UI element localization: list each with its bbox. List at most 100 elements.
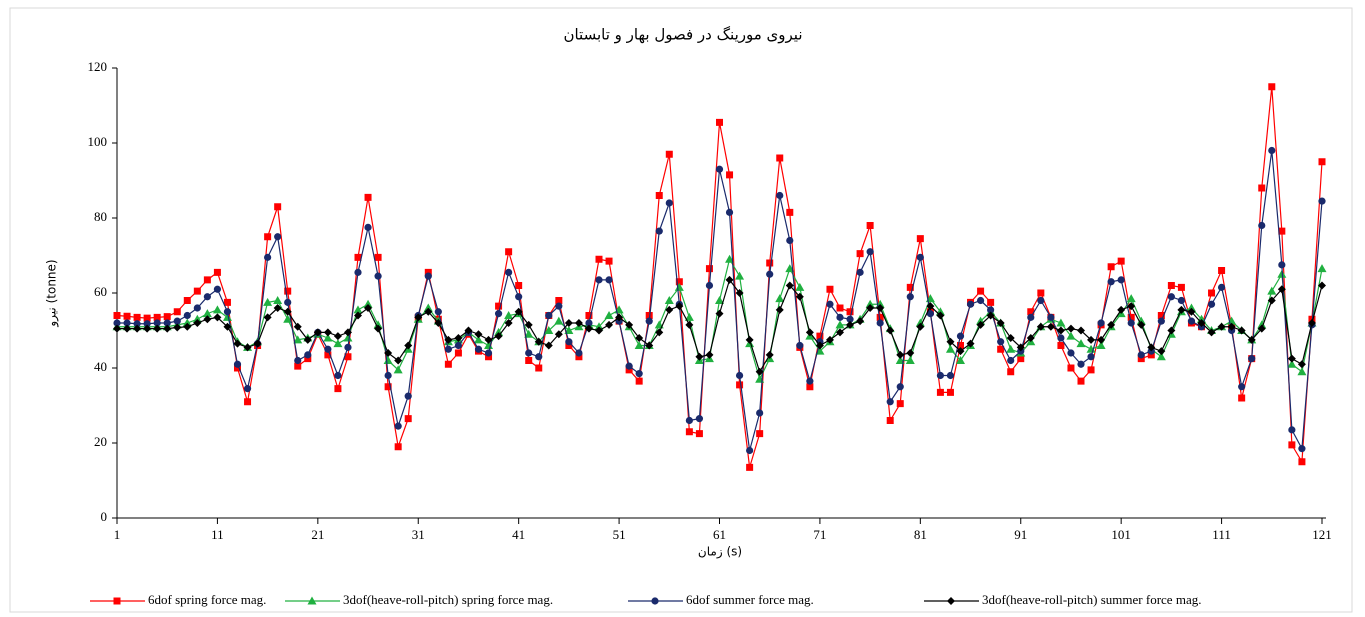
data-point [755, 367, 764, 376]
legend-marker [113, 597, 121, 605]
data-point [685, 416, 693, 425]
data-point [1218, 267, 1226, 274]
data-point [746, 446, 754, 455]
data-point [846, 315, 854, 323]
data-point [645, 317, 653, 325]
x-tick-label: 91 [1014, 527, 1027, 542]
data-point [736, 381, 744, 389]
data-point [1167, 326, 1176, 335]
data-point [1027, 308, 1035, 316]
data-point [1186, 303, 1196, 312]
data-point [1107, 263, 1115, 271]
data-point [123, 319, 131, 327]
data-point [987, 306, 995, 314]
data-point [494, 332, 503, 341]
data-point [1127, 313, 1135, 321]
data-point [835, 320, 845, 329]
data-point [776, 191, 784, 200]
data-point [464, 326, 473, 335]
data-point [284, 298, 292, 306]
data-point [1207, 328, 1216, 337]
data-point [444, 335, 453, 344]
data-point [163, 324, 172, 333]
data-point [1117, 257, 1125, 265]
data-point [193, 287, 201, 295]
data-point [664, 296, 674, 304]
data-point [1017, 355, 1025, 363]
data-point [1268, 146, 1276, 155]
data-point [383, 356, 393, 364]
data-point [163, 319, 171, 327]
y-tick-label: 60 [94, 284, 107, 299]
data-point [1257, 320, 1267, 329]
data-point [434, 308, 442, 316]
data-point [956, 347, 965, 356]
data-point [454, 341, 463, 350]
data-point [665, 305, 674, 314]
data-point [203, 276, 211, 284]
data-point [364, 193, 372, 201]
data-point [1237, 326, 1246, 335]
data-point [906, 349, 915, 357]
x-tick-label: 101 [1111, 527, 1131, 542]
data-point [1197, 319, 1206, 327]
data-point [775, 305, 784, 314]
data-point [213, 268, 221, 276]
data-point [203, 315, 212, 324]
data-point [243, 385, 252, 393]
data-point [1217, 283, 1226, 291]
data-point [354, 268, 362, 276]
data-point [424, 307, 433, 316]
chart-title: نیروی مورینگ در فصول بهار و تابستان [563, 26, 802, 44]
data-point [113, 324, 121, 333]
data-point [173, 317, 181, 325]
data-point [856, 250, 864, 258]
data-point [1037, 289, 1045, 297]
data-point [234, 364, 241, 372]
data-point [384, 371, 392, 380]
data-point [283, 307, 292, 316]
data-point [776, 154, 784, 162]
data-point [133, 320, 141, 328]
data-point [173, 323, 182, 332]
data-point [1207, 300, 1216, 308]
data-point [594, 322, 604, 331]
data-point [263, 313, 272, 322]
data-point [1156, 352, 1166, 361]
data-point [263, 297, 273, 306]
data-point [525, 357, 533, 364]
data-point [192, 314, 202, 323]
data-point [785, 281, 794, 290]
data-point [1056, 326, 1065, 335]
data-point [1318, 281, 1326, 290]
data-point [233, 339, 242, 348]
legend-marker [307, 596, 317, 605]
x-tick-label: 61 [713, 527, 726, 542]
data-point [826, 300, 834, 308]
data-point [505, 268, 513, 276]
data-point [1177, 283, 1185, 291]
data-point [555, 297, 563, 304]
data-point [1007, 368, 1015, 376]
data-point [1147, 351, 1155, 359]
data-point [303, 335, 312, 344]
data-point [133, 324, 142, 333]
data-point [1107, 278, 1115, 286]
data-point [1268, 83, 1276, 91]
data-point [856, 268, 864, 276]
data-point [1087, 366, 1095, 374]
data-point [1046, 322, 1055, 331]
y-tick-label: 0 [101, 509, 108, 524]
data-point [685, 320, 694, 329]
data-point [183, 311, 191, 320]
data-point [1147, 343, 1156, 352]
data-point [876, 319, 884, 327]
data-point [836, 304, 844, 312]
data-point [193, 304, 201, 312]
data-point [946, 371, 955, 380]
data-point [775, 294, 785, 303]
data-point [333, 339, 343, 348]
data-point [1248, 355, 1256, 363]
data-point [1227, 322, 1236, 331]
